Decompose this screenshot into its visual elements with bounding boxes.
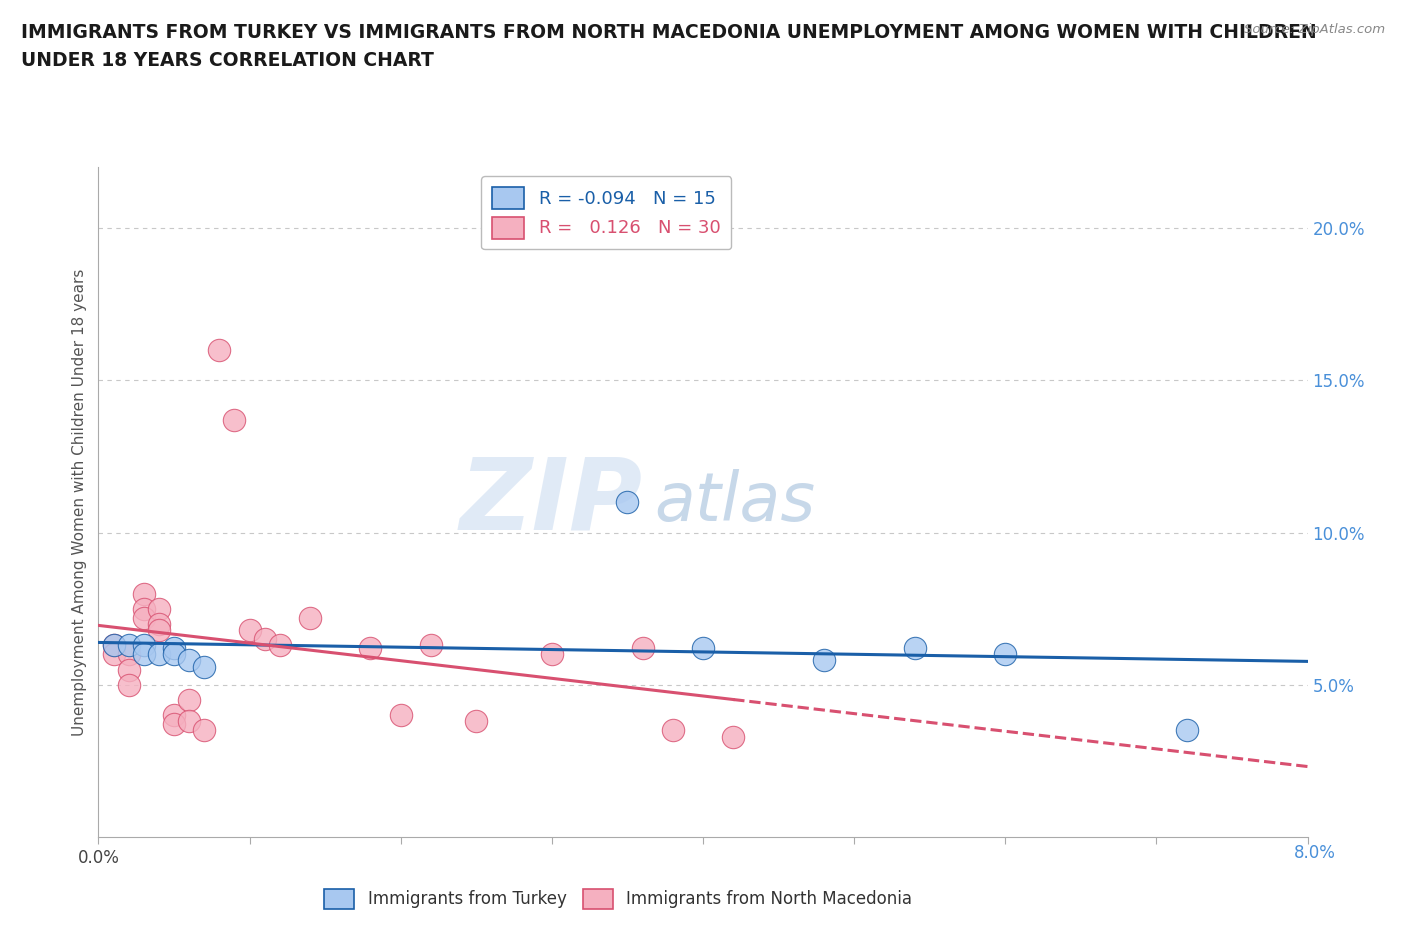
Point (179, 653, 201, 668)
Point (299, 610, 322, 625)
Point (208, 342, 231, 357)
Point (420, 638, 443, 653)
Text: Source: ZipAtlas.com: Source: ZipAtlas.com (1244, 23, 1385, 36)
Point (224, 413, 246, 428)
Point (132, 602, 155, 617)
Point (360, 641, 382, 656)
Point (103, 638, 125, 653)
Point (163, 708, 186, 723)
Point (118, 677, 141, 692)
Point (179, 693, 201, 708)
Point (723, 729, 745, 744)
Point (465, 714, 488, 729)
Point (179, 714, 201, 729)
Point (148, 647, 170, 662)
Point (193, 723, 215, 737)
Text: 8.0%: 8.0% (1294, 844, 1336, 862)
Point (253, 631, 276, 646)
Point (163, 641, 186, 656)
Text: atlas: atlas (655, 470, 815, 535)
Point (118, 647, 141, 662)
Point (631, 641, 654, 656)
Point (132, 610, 155, 625)
Text: IMMIGRANTS FROM TURKEY VS IMMIGRANTS FROM NORTH MACEDONIA UNEMPLOYMENT AMONG WOM: IMMIGRANTS FROM TURKEY VS IMMIGRANTS FRO… (21, 23, 1316, 42)
Point (132, 638, 155, 653)
Point (994, 647, 1017, 662)
Point (904, 641, 927, 656)
Point (118, 638, 141, 653)
Point (239, 622, 262, 637)
Point (132, 647, 155, 662)
Point (193, 659, 215, 674)
Point (389, 708, 412, 723)
Point (148, 602, 170, 617)
Text: ZIP: ZIP (460, 454, 643, 551)
Point (541, 647, 564, 662)
Point (163, 647, 186, 662)
Point (692, 641, 714, 656)
Point (163, 717, 186, 732)
Text: UNDER 18 YEARS CORRELATION CHART: UNDER 18 YEARS CORRELATION CHART (21, 51, 434, 70)
Point (148, 622, 170, 637)
Point (269, 638, 291, 653)
Point (103, 638, 125, 653)
Point (148, 617, 170, 631)
Point (662, 723, 685, 737)
Point (103, 647, 125, 662)
Legend: Immigrants from Turkey, Immigrants from North Macedonia: Immigrants from Turkey, Immigrants from … (318, 882, 920, 916)
Point (118, 662, 141, 677)
Y-axis label: Unemployment Among Women with Children Under 18 years: Unemployment Among Women with Children U… (72, 269, 87, 736)
Point (813, 653, 835, 668)
Point (132, 586, 155, 601)
Point (616, 495, 638, 510)
Point (1175, 723, 1198, 737)
